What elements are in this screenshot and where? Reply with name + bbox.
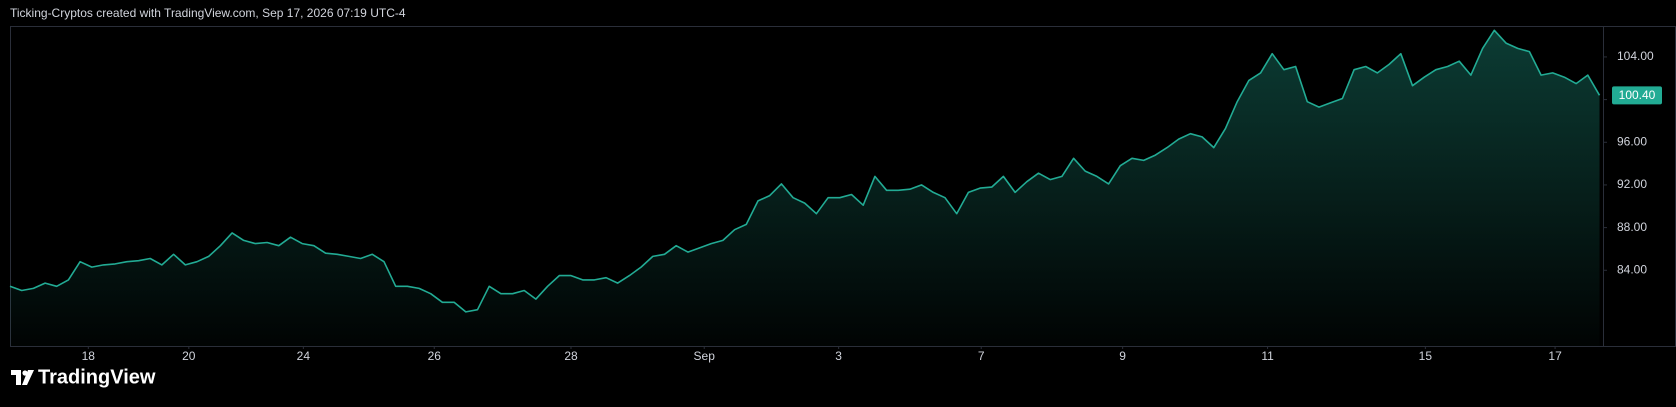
x-tick-label: 9	[1119, 349, 1126, 363]
brand-logo: TradingView	[11, 366, 156, 388]
logo-slash	[22, 370, 34, 385]
last-price-label: 100.40	[1619, 88, 1656, 102]
plot-area: 84.0088.0092.0096.00100.00104.0018202426…	[9, 29, 1662, 363]
x-tick-label: 28	[564, 349, 578, 363]
brand-name: TradingView	[38, 366, 156, 388]
y-tick-label: 92.00	[1617, 177, 1647, 191]
y-tick-label: 96.00	[1617, 134, 1647, 148]
chart-title: Ticking-Cryptos created with TradingView…	[10, 6, 406, 20]
y-tick-label: 84.00	[1617, 262, 1647, 276]
x-tick-label: 20	[182, 349, 196, 363]
y-tick-label: 88.00	[1617, 220, 1647, 234]
x-tick-label: 17	[1548, 349, 1562, 363]
last-price-box	[1612, 86, 1662, 105]
x-tick-label: 3	[835, 349, 842, 363]
x-tick-label: 26	[428, 349, 442, 363]
area-fill	[10, 30, 1600, 347]
x-tick-label: Sep	[694, 349, 716, 363]
price-line	[9, 29, 1601, 313]
logo-mark	[11, 370, 21, 385]
x-tick-label: 11	[1261, 349, 1274, 363]
x-tick-label: 18	[82, 349, 96, 363]
x-tick-label: 24	[297, 349, 311, 363]
x-tick-label: 7	[978, 349, 985, 363]
x-tick-label: 15	[1419, 349, 1433, 363]
y-tick-label: 104.00	[1617, 49, 1654, 63]
